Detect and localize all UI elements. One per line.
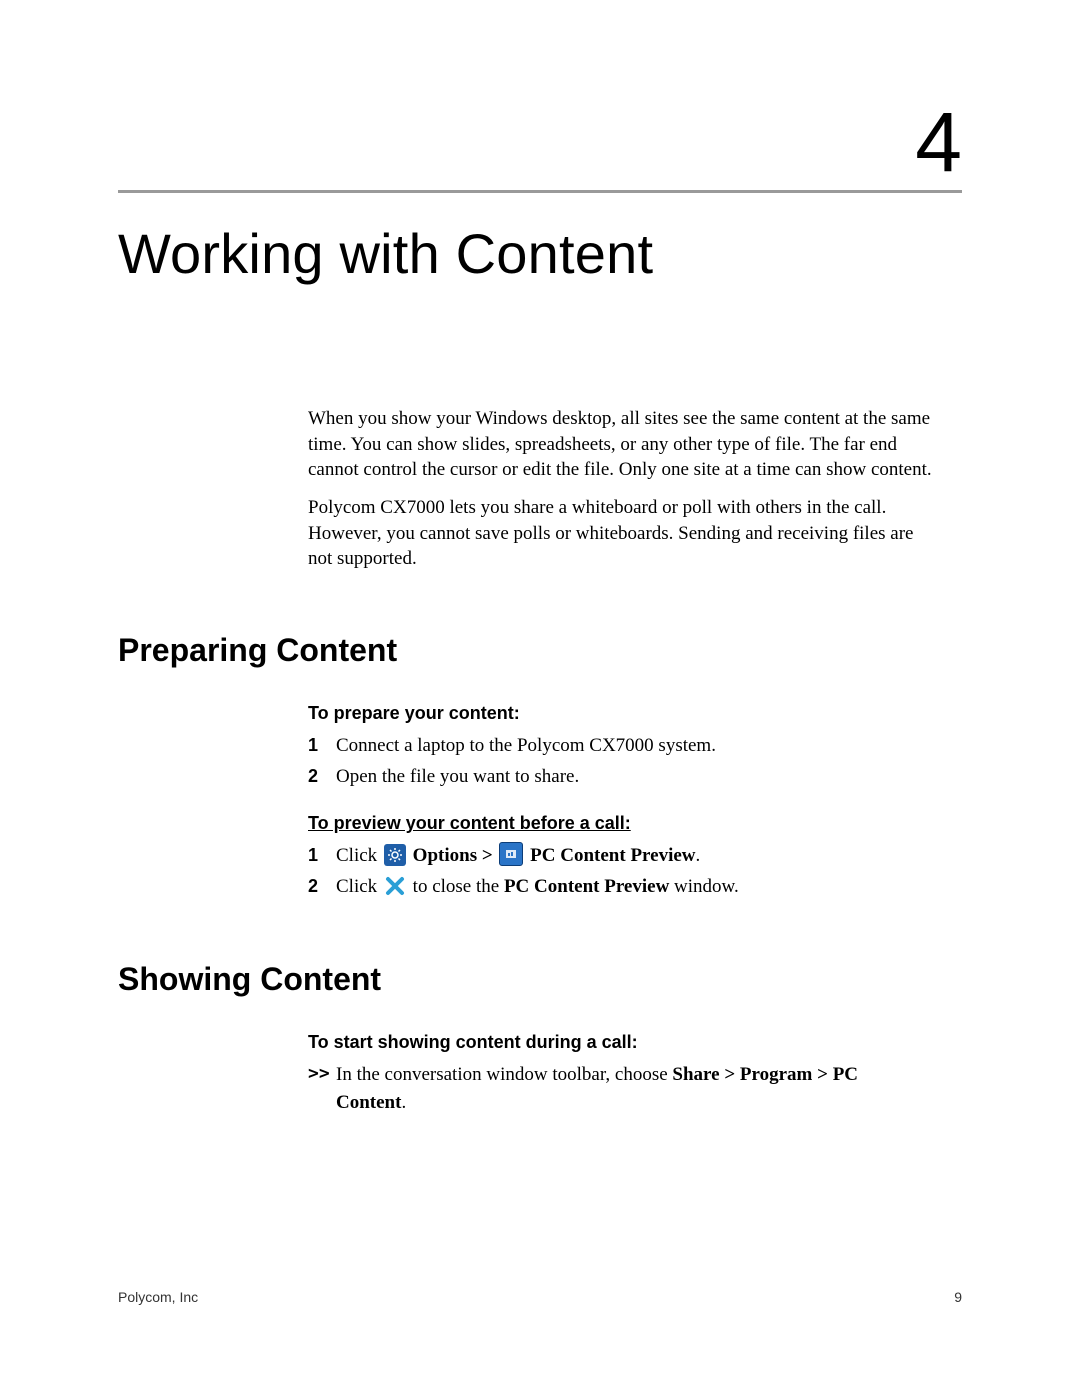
close-icon	[384, 875, 406, 897]
list-item: 1 Connect a laptop to the Polycom CX7000…	[308, 732, 962, 760]
intro-paragraph-2: Polycom CX7000 lets you share a whiteboa…	[308, 495, 942, 572]
text-fragment: In the conversation window toolbar, choo…	[336, 1064, 672, 1085]
step-number: 2	[308, 873, 336, 899]
start-showing-heading: To start showing content during a call:	[308, 1032, 962, 1053]
list-item: 2 Open the file you want to share.	[308, 763, 962, 791]
options-icon	[384, 844, 406, 866]
text-fragment: window.	[669, 876, 739, 897]
bold-label: PC Content Preview	[504, 876, 669, 897]
chapter-number: 4	[118, 100, 962, 184]
footer-page-number: 9	[954, 1289, 962, 1305]
list-item: 2 Click to close the PC Content Preview …	[308, 873, 962, 901]
arrow-bullet: >>	[308, 1061, 336, 1087]
chapter-title: Working with Content	[118, 221, 962, 286]
text-fragment: Click	[336, 845, 382, 866]
section-preparing-title: Preparing Content	[118, 632, 962, 669]
step-text: Click Optio	[336, 842, 962, 870]
step-text: Connect a laptop to the Polycom CX7000 s…	[336, 732, 962, 760]
step-text: In the conversation window toolbar, choo…	[336, 1061, 962, 1116]
prepare-steps: 1 Connect a laptop to the Polycom CX7000…	[308, 732, 962, 791]
list-item: >> In the conversation window toolbar, c…	[308, 1061, 962, 1116]
preview-steps: 1 Click	[308, 842, 962, 901]
step-number: 1	[308, 842, 336, 868]
step-text: Open the file you want to share.	[336, 763, 962, 791]
page: 4 Working with Content When you show you…	[0, 0, 1080, 1397]
list-item: 1 Click	[308, 842, 962, 870]
text-fragment: Click	[336, 876, 382, 897]
options-label: Options >	[413, 845, 498, 866]
period: .	[696, 845, 701, 866]
preview-heading: To preview your content before a call:	[308, 813, 962, 834]
step-number: 2	[308, 763, 336, 789]
pc-content-preview-icon	[499, 842, 523, 866]
period: .	[401, 1092, 406, 1113]
section-showing-title: Showing Content	[118, 961, 962, 998]
chapter-rule	[118, 190, 962, 193]
pc-content-preview-label: PC Content Preview	[530, 845, 695, 866]
text-fragment: to close the	[413, 876, 504, 897]
step-text: Click to close the PC Content Preview wi…	[336, 873, 962, 901]
page-footer: Polycom, Inc 9	[118, 1289, 962, 1305]
bold-label: Share > Program >	[672, 1064, 832, 1085]
step-number: 1	[308, 732, 336, 758]
prepare-heading: To prepare your content:	[308, 703, 962, 724]
start-showing-steps: >> In the conversation window toolbar, c…	[308, 1061, 962, 1116]
intro-paragraph-1: When you show your Windows desktop, all …	[308, 406, 942, 483]
footer-left: Polycom, Inc	[118, 1289, 198, 1305]
